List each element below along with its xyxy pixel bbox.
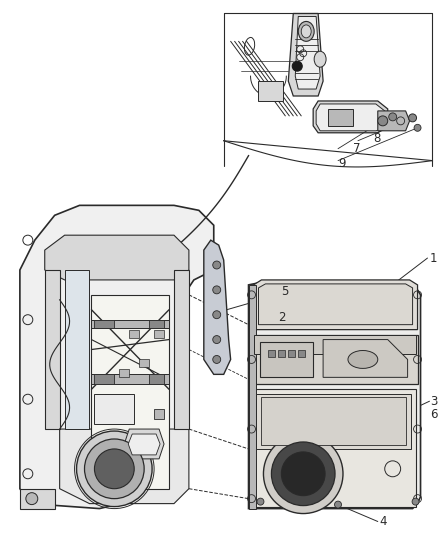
Polygon shape <box>248 283 420 508</box>
Polygon shape <box>119 369 129 377</box>
Circle shape <box>378 116 388 126</box>
Circle shape <box>213 336 221 344</box>
Circle shape <box>257 498 264 505</box>
Polygon shape <box>258 81 283 101</box>
Polygon shape <box>316 104 385 131</box>
Text: 2: 2 <box>279 311 286 324</box>
Polygon shape <box>279 350 285 358</box>
Ellipse shape <box>298 21 314 42</box>
Polygon shape <box>323 340 408 377</box>
Circle shape <box>389 113 397 121</box>
Polygon shape <box>65 270 89 429</box>
Circle shape <box>409 114 417 122</box>
Circle shape <box>213 286 221 294</box>
Circle shape <box>272 442 335 506</box>
Polygon shape <box>92 320 169 328</box>
Polygon shape <box>92 374 169 384</box>
Polygon shape <box>20 489 55 508</box>
Ellipse shape <box>301 25 311 38</box>
Polygon shape <box>328 109 353 126</box>
Text: 3: 3 <box>431 395 438 408</box>
Circle shape <box>335 501 342 508</box>
Polygon shape <box>295 17 320 89</box>
Polygon shape <box>251 389 416 506</box>
Polygon shape <box>128 434 160 455</box>
Circle shape <box>414 124 421 131</box>
Circle shape <box>95 449 134 489</box>
Polygon shape <box>288 350 295 358</box>
Polygon shape <box>261 342 313 377</box>
Polygon shape <box>95 374 114 384</box>
Polygon shape <box>258 284 413 325</box>
Polygon shape <box>254 335 416 354</box>
Polygon shape <box>254 280 417 329</box>
Polygon shape <box>139 359 149 367</box>
Polygon shape <box>20 205 214 508</box>
Polygon shape <box>149 374 164 384</box>
Polygon shape <box>129 329 139 337</box>
Polygon shape <box>45 235 189 280</box>
Circle shape <box>213 356 221 364</box>
Circle shape <box>77 431 152 506</box>
Circle shape <box>213 311 221 319</box>
Text: 7: 7 <box>353 142 360 155</box>
Polygon shape <box>261 397 406 445</box>
Polygon shape <box>149 320 164 328</box>
Polygon shape <box>298 350 305 358</box>
Polygon shape <box>268 350 276 358</box>
Text: 1: 1 <box>430 252 437 264</box>
Polygon shape <box>95 394 134 424</box>
Circle shape <box>263 434 343 514</box>
Circle shape <box>213 261 221 269</box>
Polygon shape <box>378 111 410 131</box>
Circle shape <box>292 61 302 71</box>
Text: 8: 8 <box>373 132 380 146</box>
Polygon shape <box>95 320 114 328</box>
Ellipse shape <box>314 51 326 67</box>
Circle shape <box>412 498 419 505</box>
Circle shape <box>281 452 325 496</box>
Polygon shape <box>251 335 417 384</box>
Polygon shape <box>154 409 164 419</box>
Polygon shape <box>248 285 257 508</box>
Polygon shape <box>257 394 410 449</box>
Text: 9: 9 <box>338 157 346 170</box>
Polygon shape <box>154 329 164 337</box>
Polygon shape <box>204 240 231 374</box>
Polygon shape <box>174 270 189 429</box>
Polygon shape <box>45 270 60 429</box>
Circle shape <box>85 439 144 499</box>
Polygon shape <box>288 13 323 96</box>
Text: 4: 4 <box>380 515 387 528</box>
Circle shape <box>26 492 38 505</box>
Ellipse shape <box>348 351 378 368</box>
Polygon shape <box>313 101 388 133</box>
Text: 6: 6 <box>431 408 438 421</box>
Polygon shape <box>92 295 169 489</box>
Text: 5: 5 <box>281 285 289 298</box>
Polygon shape <box>60 429 189 504</box>
Polygon shape <box>124 429 164 459</box>
